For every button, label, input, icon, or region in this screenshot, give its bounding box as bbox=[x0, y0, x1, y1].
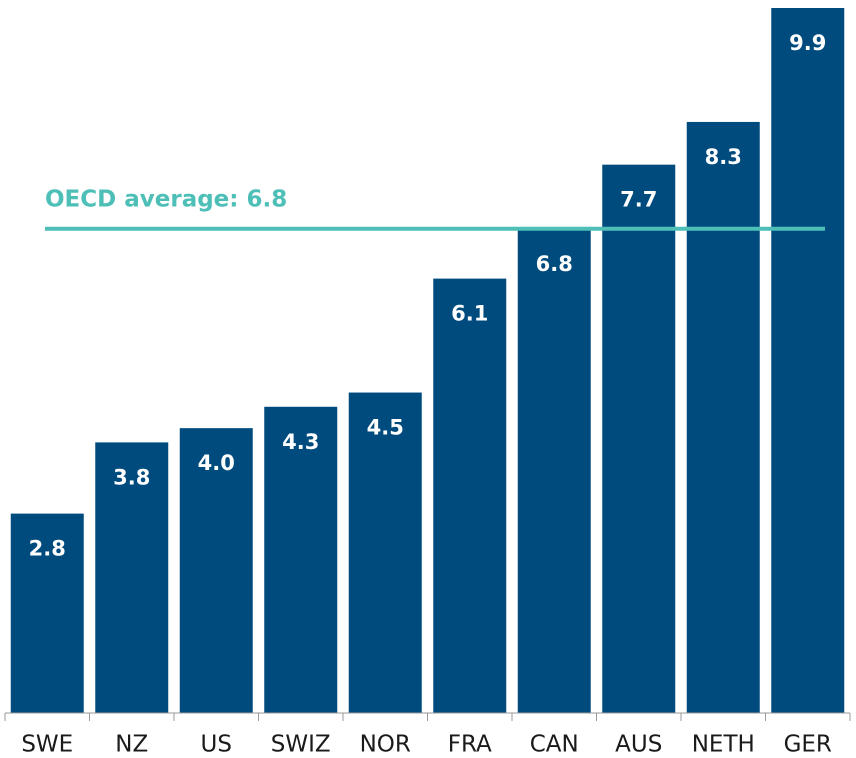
value-label: 3.8 bbox=[113, 465, 150, 489]
value-label: 7.7 bbox=[620, 188, 657, 212]
x-tick-label: NOR bbox=[360, 732, 411, 758]
bar bbox=[517, 228, 591, 713]
x-tick-label: SWE bbox=[21, 732, 73, 758]
x-tick-label: FRA bbox=[448, 732, 492, 758]
bar bbox=[771, 8, 845, 713]
bar bbox=[348, 392, 422, 713]
bar bbox=[95, 442, 169, 713]
bar bbox=[264, 406, 338, 713]
x-tick-label: AUS bbox=[615, 732, 662, 758]
x-tick-label: GER bbox=[784, 732, 832, 758]
reference-label: OECD average: 6.8 bbox=[45, 186, 287, 212]
bar bbox=[686, 121, 760, 713]
bar bbox=[602, 164, 676, 713]
value-label: 8.3 bbox=[705, 145, 742, 169]
value-label: 2.8 bbox=[29, 537, 66, 561]
value-label: 9.9 bbox=[789, 31, 826, 55]
x-tick-label: NZ bbox=[115, 732, 148, 758]
x-tick-label: US bbox=[201, 732, 232, 758]
bar bbox=[433, 278, 507, 713]
value-label: 6.8 bbox=[536, 252, 573, 276]
x-tick-label: NETH bbox=[692, 732, 755, 758]
value-label: 4.0 bbox=[198, 451, 235, 475]
x-tick-label: SWIZ bbox=[271, 732, 331, 758]
value-label: 4.3 bbox=[282, 430, 319, 454]
bar bbox=[10, 513, 84, 713]
bar bbox=[179, 428, 253, 713]
x-tick-label: CAN bbox=[530, 732, 579, 758]
value-label: 6.1 bbox=[451, 302, 488, 326]
value-label: 4.5 bbox=[367, 416, 404, 440]
